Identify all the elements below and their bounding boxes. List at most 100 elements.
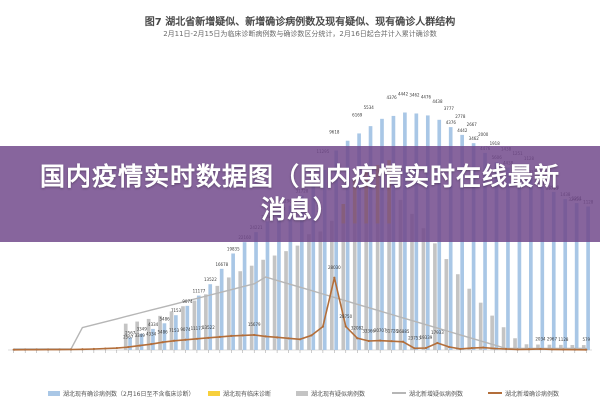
data-label-top: 2000 bbox=[478, 132, 489, 137]
point-new-confirmed bbox=[550, 348, 554, 351]
point-new-confirmed bbox=[573, 348, 576, 351]
chart-legend: 湖北现有确诊病例数（2月16日至不含临床诊断） 湖北现有临床诊断 湖北现有疑似病… bbox=[0, 384, 600, 400]
bar-existing-confirmed bbox=[151, 328, 155, 350]
point-new-confirmed bbox=[81, 348, 84, 351]
point-new-confirmed bbox=[459, 347, 462, 351]
point-new-confirmed bbox=[447, 345, 450, 349]
point-new-confirmed bbox=[218, 335, 221, 338]
data-label: 2567 bbox=[125, 331, 136, 336]
bar-existing-suspected bbox=[192, 300, 197, 350]
data-label: 9074 bbox=[182, 299, 193, 304]
legend-label: 湖北现有临床诊断 bbox=[223, 390, 272, 398]
bar-existing-confirmed bbox=[162, 323, 167, 350]
data-label: 3349 bbox=[137, 327, 148, 332]
legend-swatch bbox=[208, 390, 220, 396]
bar-existing-suspected bbox=[226, 277, 231, 350]
point-new-confirmed bbox=[333, 276, 336, 279]
bar-existing-suspected bbox=[123, 323, 128, 350]
bar-existing-suspected bbox=[547, 344, 552, 350]
bar-existing-confirmed bbox=[219, 268, 224, 350]
point-new-confirmed bbox=[505, 347, 508, 351]
article-title-banner: 国内疫情实时数据图（国内疫情实时在线最新消息） bbox=[0, 146, 600, 242]
bar-existing-confirmed bbox=[334, 150, 339, 350]
point-new-confirmed bbox=[172, 339, 176, 342]
data-label-line: 2567 bbox=[123, 334, 134, 339]
bar-existing-suspected bbox=[146, 318, 151, 350]
data-label-top: 6169 bbox=[352, 112, 363, 117]
data-label: 4334 bbox=[148, 322, 159, 327]
data-label-top: 4376 bbox=[387, 95, 398, 100]
point-new-confirmed bbox=[413, 347, 416, 350]
legend-label: 湖北新增确诊病例数 bbox=[505, 390, 560, 398]
data-label-line: 9074 bbox=[180, 327, 191, 332]
bar-existing-confirmed bbox=[483, 152, 487, 350]
data-label-top: 2778 bbox=[455, 114, 466, 119]
legend-label: 湖北现有确诊病例数（2月16日至不含临床诊断） bbox=[63, 390, 195, 398]
data-label: 5486 bbox=[159, 316, 170, 321]
data-label-line: 17933 bbox=[431, 330, 444, 335]
point-new-confirmed bbox=[241, 334, 244, 337]
point-new-confirmed bbox=[367, 339, 370, 343]
bar-existing-suspected bbox=[467, 288, 472, 350]
bar-existing-suspected bbox=[375, 203, 380, 350]
bar-existing-suspected bbox=[249, 265, 254, 350]
point-new-confirmed bbox=[436, 341, 439, 345]
point-new-confirmed bbox=[253, 333, 256, 337]
point-new-confirmed bbox=[127, 345, 130, 349]
point-new-confirmed bbox=[424, 346, 428, 350]
bar-existing-confirmed bbox=[494, 162, 499, 350]
data-label: 16678 bbox=[215, 262, 228, 267]
bar-existing-confirmed bbox=[300, 195, 304, 350]
point-new-confirmed bbox=[562, 348, 565, 351]
data-label-top: 1918 bbox=[490, 141, 501, 146]
point-new-confirmed bbox=[12, 348, 15, 351]
data-label: 4376 bbox=[446, 120, 457, 125]
bar-existing-confirmed bbox=[517, 171, 522, 350]
data-label-line: 32082 bbox=[351, 325, 364, 330]
bar-existing-suspected bbox=[158, 315, 162, 350]
data-label-line: 13522 bbox=[202, 325, 215, 330]
point-new-confirmed bbox=[35, 348, 38, 351]
bar-existing-suspected bbox=[135, 321, 139, 350]
bar-existing-suspected bbox=[410, 213, 414, 350]
legend-swatch bbox=[392, 392, 406, 394]
bar-existing-suspected bbox=[513, 338, 517, 350]
data-label-top: 9618 bbox=[329, 129, 340, 134]
bar-existing-suspected bbox=[181, 306, 185, 350]
bar-existing-suspected bbox=[352, 211, 357, 350]
bar-existing-confirmed bbox=[208, 284, 213, 350]
point-new-confirmed bbox=[92, 347, 95, 351]
legend-label: 湖北现有疑似病例数 bbox=[311, 390, 366, 398]
point-new-confirmed bbox=[275, 336, 279, 339]
bar-existing-suspected bbox=[478, 302, 483, 350]
point-new-confirmed bbox=[539, 347, 542, 351]
data-label-top: 3462 bbox=[409, 92, 420, 97]
bar-existing-confirmed bbox=[254, 232, 258, 350]
bar-existing-confirmed bbox=[345, 140, 350, 350]
data-label: 7153 bbox=[171, 308, 182, 313]
point-new-confirmed bbox=[356, 337, 359, 340]
bar-existing-suspected bbox=[284, 251, 288, 350]
point-new-confirmed bbox=[207, 336, 210, 339]
bar-existing-confirmed bbox=[529, 177, 533, 350]
data-label: 11177 bbox=[193, 289, 206, 294]
point-new-confirmed bbox=[482, 346, 485, 349]
data-label-line: 26885 bbox=[397, 329, 410, 334]
data-label: 19835 bbox=[227, 246, 240, 251]
legend-item-existing-confirmed: 湖北现有确诊病例数（2月16日至不含临床诊断） bbox=[48, 388, 194, 398]
bar-existing-suspected bbox=[215, 285, 220, 350]
bar-existing-confirmed bbox=[471, 143, 476, 350]
bar-existing-suspected bbox=[307, 234, 311, 350]
bar-existing-confirmed bbox=[540, 186, 545, 350]
data-label-line: 579 bbox=[582, 337, 590, 342]
data-label-line: 28030 bbox=[328, 265, 341, 270]
chart-subtitle: 2月11日-2月15日为临床诊断病例数与确诊数区分统计，2月16日起合并计入累计… bbox=[163, 30, 437, 38]
data-label-line: 11177 bbox=[191, 326, 204, 331]
bar-existing-suspected bbox=[433, 243, 437, 350]
point-new-confirmed bbox=[184, 338, 187, 341]
data-label-top: 3777 bbox=[444, 106, 455, 111]
data-label-line: 5486 bbox=[157, 329, 168, 334]
point-new-confirmed bbox=[69, 348, 73, 351]
bar-existing-suspected bbox=[169, 311, 174, 350]
